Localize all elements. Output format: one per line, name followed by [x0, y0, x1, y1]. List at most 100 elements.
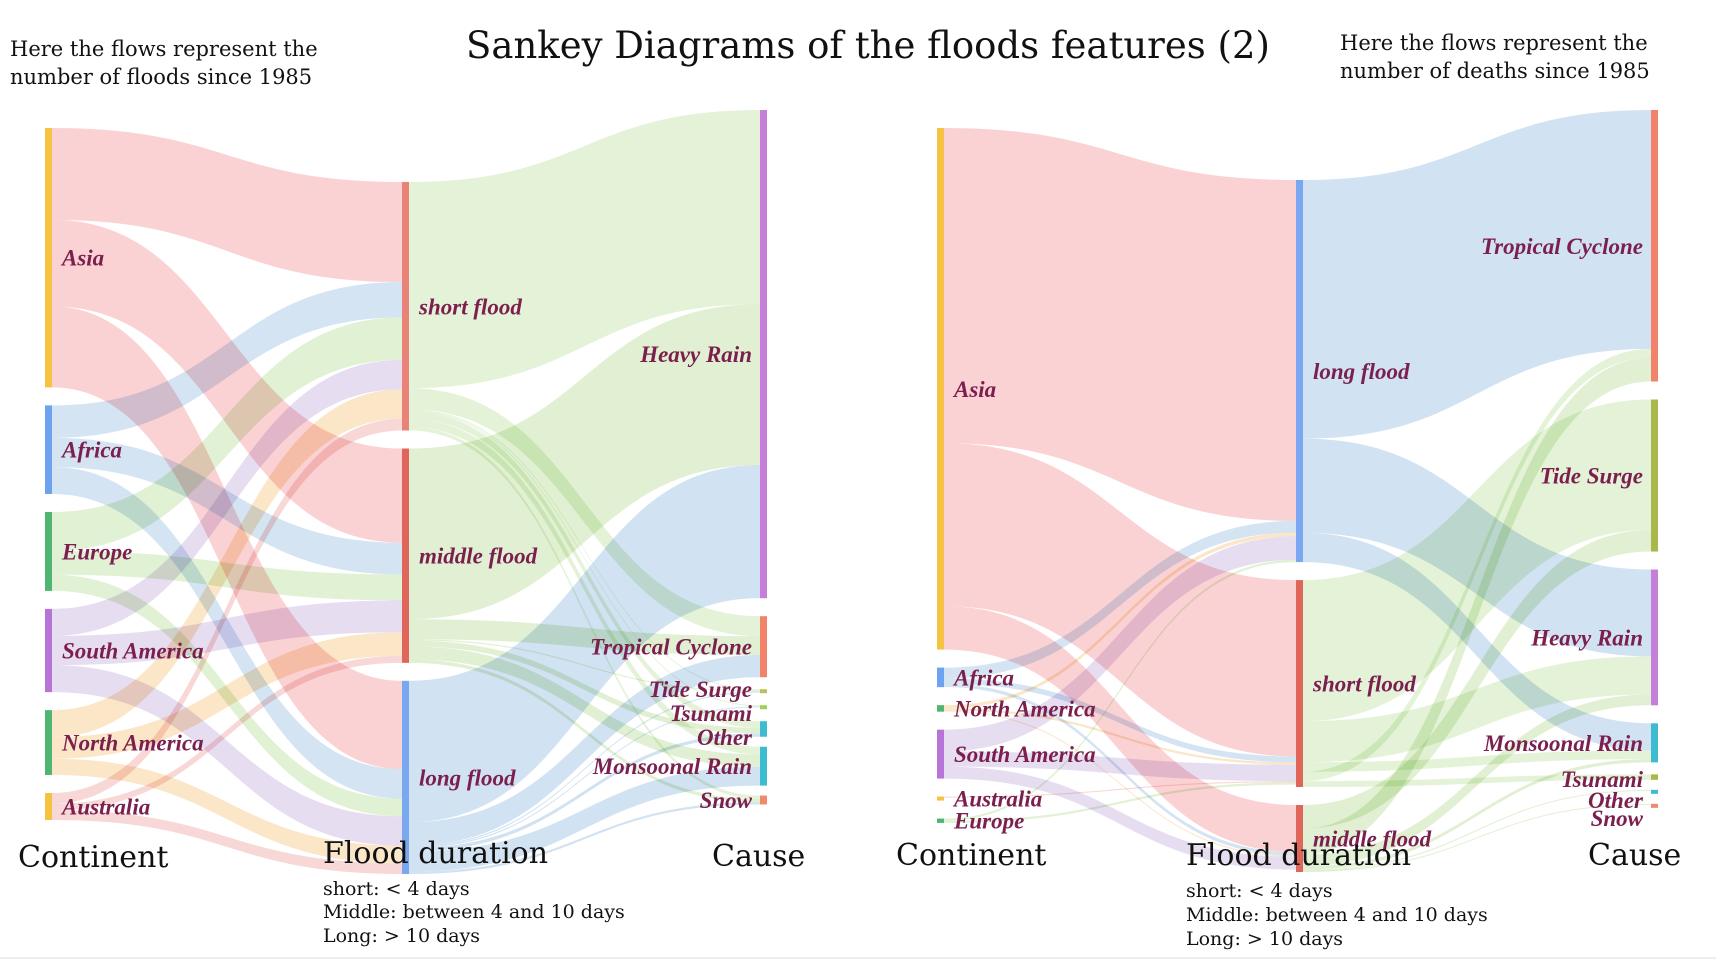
floods-node-long-flood	[402, 680, 409, 874]
floods-node-monsoonal-rain	[760, 746, 767, 786]
floods-label-tsunami: Tsunami	[670, 701, 753, 726]
floods-node-heavy-rain	[760, 110, 767, 599]
floods-link-short-flood-to-heavy-rain	[409, 110, 760, 389]
floods-label-australia: Australia	[60, 794, 150, 819]
floods-link-long-flood-to-tide-surge	[409, 691, 760, 847]
floods-link-short-flood-to-tide-surge	[409, 409, 760, 691]
deaths-node-australia	[937, 796, 944, 801]
floods-node-europe	[45, 512, 52, 591]
sankey-deaths-count: Asia Africa North America South America Aust…	[937, 110, 1658, 872]
deaths-node-heavy-rain	[1651, 569, 1658, 706]
deaths-node-monsoonal-rain	[1651, 723, 1658, 763]
deaths-link-north-america-to-long-flood	[944, 532, 1296, 709]
deaths-link-north-america-to-short-flood	[944, 708, 1296, 765]
deaths-link-europe-to-short-flood	[944, 782, 1296, 823]
floods-label-other: Other	[697, 725, 753, 750]
floods-link-north-america-to-long-flood	[52, 758, 402, 864]
floods-label-tide-surge: Tide Surge	[649, 677, 752, 702]
deaths-link-africa-to-long-flood	[944, 520, 1296, 679]
right-column-title-cause: Cause	[1588, 838, 1681, 873]
floods-link-south-america-to-long-flood	[52, 665, 402, 846]
floods-label-south-america: South America	[62, 639, 204, 664]
floods-node-tide-surge	[760, 689, 767, 694]
floods-link-australia-to-middle-flood	[52, 655, 402, 811]
floods-link-europe-to-short-flood	[52, 317, 402, 551]
sankey-floods-count: Asia Africa Europe South America North Ameri…	[45, 110, 767, 874]
floods-link-long-flood-to-snow	[409, 802, 760, 874]
deaths-node-tide-surge	[1651, 399, 1658, 552]
floods-link-short-flood-to-tsunami	[409, 410, 760, 707]
floods-link-middle-flood-to-heavy-rain	[409, 304, 760, 620]
floods-label-monsoonal-rain: Monsoonal Rain	[592, 754, 752, 779]
floods-node-short-flood	[402, 182, 409, 431]
left-column-title-continent: Continent	[18, 840, 168, 875]
floods-link-australia-to-long-flood	[52, 810, 402, 874]
floods-node-australia	[45, 792, 52, 820]
deaths-label-tropical-cyclone: Tropical Cyclone	[1481, 234, 1643, 259]
deaths-links	[944, 110, 1651, 872]
left-duration-legend-short: short: < 4 days	[323, 878, 470, 900]
deaths-node-other	[1651, 789, 1658, 794]
deaths-node-snow	[1651, 803, 1658, 808]
floods-node-tsunami	[760, 705, 767, 710]
deaths-node-middle-flood	[1296, 804, 1303, 872]
deaths-link-middle-flood-to-heavy-rain	[1303, 694, 1651, 867]
deaths-link-middle-flood-to-tropical-cyclone	[1303, 357, 1651, 855]
deaths-link-south-america-to-middle-flood	[944, 766, 1296, 870]
deaths-label-europe: Europe	[953, 809, 1024, 834]
deaths-node-short-flood	[1296, 580, 1303, 787]
floods-link-long-flood-to-heavy-rain	[409, 465, 760, 823]
floods-link-north-america-to-middle-flood	[52, 632, 402, 759]
floods-node-north-america	[45, 710, 52, 775]
deaths-label-other: Other	[1588, 788, 1644, 813]
right-duration-legend-short: short: < 4 days	[1186, 880, 1333, 902]
floods-node-africa	[45, 405, 52, 495]
floods-node-asia	[45, 128, 52, 388]
deaths-node-south-america	[937, 729, 944, 779]
deaths-label-australia: Australia	[952, 787, 1042, 812]
floods-node-middle-flood	[402, 448, 409, 663]
floods-node-snow	[760, 795, 767, 805]
deaths-node-north-america	[937, 705, 944, 712]
left-note-line-1: Here the flows represent the	[10, 37, 318, 61]
deaths-link-long-flood-to-tropical-cyclone	[1303, 110, 1651, 439]
right-duration-legend-long: Long: > 10 days	[1186, 928, 1343, 950]
deaths-label-south-america: South America	[954, 742, 1096, 767]
floods-link-long-flood-to-other	[409, 733, 760, 852]
floods-link-long-flood-to-tropical-cyclone	[409, 655, 760, 846]
deaths-label-asia: Asia	[952, 377, 996, 402]
deaths-label-short-flood: short flood	[1312, 672, 1416, 697]
deaths-label-middle-flood: middle flood	[1313, 826, 1432, 851]
deaths-label-tsunami: Tsunami	[1561, 767, 1644, 792]
deaths-link-asia-to-middle-flood	[944, 606, 1296, 853]
deaths-link-europe-to-long-flood	[944, 559, 1296, 821]
deaths-link-middle-flood-to-snow	[1303, 803, 1651, 872]
left-duration-legend-middle: Middle: between 4 and 10 days	[323, 901, 625, 923]
deaths-label-snow: Snow	[1591, 806, 1644, 831]
deaths-link-south-america-to-short-flood	[944, 751, 1296, 782]
deaths-node-tsunami	[1651, 774, 1658, 780]
deaths-node-africa	[937, 667, 944, 688]
floods-link-south-america-to-short-flood	[52, 359, 402, 636]
floods-link-australia-to-short-flood	[52, 418, 402, 804]
deaths-link-middle-flood-to-tide-surge	[1303, 529, 1651, 829]
deaths-label-monsoonal-rain: Monsoonal Rain	[1483, 731, 1643, 756]
deaths-link-short-flood-to-monsoonal-rain	[1303, 750, 1651, 772]
floods-label-middle-flood: middle flood	[419, 544, 538, 569]
floods-link-middle-flood-to-snow	[409, 659, 760, 803]
right-note-line-1: Here the flows represent the	[1340, 31, 1648, 55]
deaths-link-africa-to-short-flood	[944, 678, 1296, 763]
left-duration-legend-long: Long: > 10 days	[323, 925, 480, 947]
right-column-title-duration: Flood duration	[1186, 838, 1411, 873]
floods-label-asia: Asia	[60, 246, 104, 271]
right-duration-legend-middle: Middle: between 4 and 10 days	[1186, 904, 1488, 926]
deaths-link-short-flood-to-tropical-cyclone	[1303, 348, 1651, 782]
deaths-link-middle-flood-to-other	[1303, 789, 1651, 871]
deaths-label-heavy-rain: Heavy Rain	[1530, 625, 1643, 650]
floods-link-south-america-to-middle-flood	[52, 600, 402, 666]
floods-link-north-america-to-short-flood	[52, 389, 402, 738]
right-column-title-continent: Continent	[896, 838, 1046, 873]
floods-links	[52, 110, 760, 874]
deaths-label-long-flood: long flood	[1313, 359, 1410, 384]
